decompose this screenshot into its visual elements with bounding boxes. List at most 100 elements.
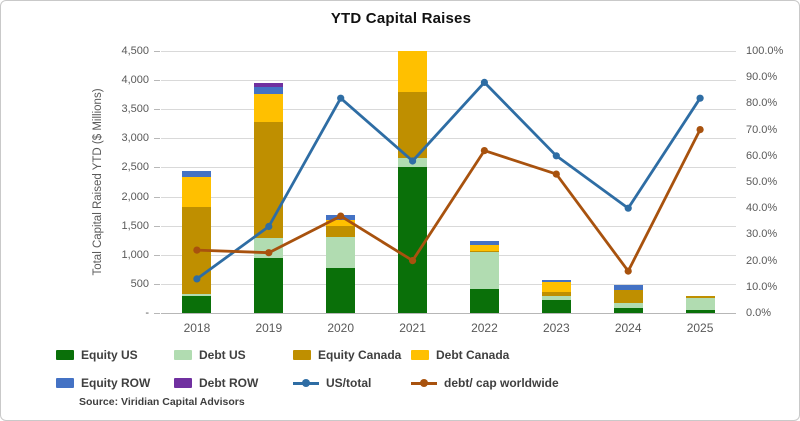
bar-segment-equity-us [326,268,356,313]
right-axis-tick-label: 80.0% [746,97,778,109]
left-axis-tick-label: 3,000 [121,132,149,144]
legend-item-debt-row: Debt ROW [174,376,258,390]
left-axis-tick-label: 4,000 [121,74,149,86]
legend-item-debt-canada: Debt Canada [411,348,509,362]
bar-segment-equity-canada [398,92,428,158]
bar-segment-debt-us [613,302,643,308]
legend-item-equity-row: Equity ROW [56,376,150,390]
left-axis-tick [154,197,160,198]
left-axis-tick [154,51,160,52]
bar-segment-equity-canada [469,250,499,253]
bar-segment-equity-us [613,307,643,313]
bar-segment-equity-us [541,299,571,313]
line-marker [337,212,345,220]
legend-line-sample [293,378,319,388]
line-marker [552,152,560,160]
bar-segment-equity-us [398,167,428,313]
left-axis-tick [154,167,160,168]
right-axis-tick-label: 50.0% [746,176,778,188]
line-marker [409,157,417,165]
bar-segment-debt-us [326,236,356,269]
left-axis-tick-label: 500 [130,278,149,290]
x-axis-category-label: 2025 [686,321,714,335]
line-marker [265,222,273,231]
x-axis-category-label: 2023 [542,321,570,335]
line-marker [624,204,632,212]
left-axis-title: Total Capital Raised YTD ($ Millions) [92,88,104,276]
left-axis-tick [154,226,160,227]
legend-label: debt/ cap worldwide [444,376,559,390]
gridline [161,167,736,168]
legend-swatch [174,378,192,388]
line-marker [624,267,632,275]
line-marker [337,94,345,102]
legend-item-debt-us: Debt US [174,348,246,362]
legend-label: US/total [326,376,372,390]
line-marker [696,94,704,102]
line-series-layer [193,78,704,283]
gridline [161,255,736,256]
x-axis-category-label: 2021 [399,321,426,335]
gridline [161,284,736,285]
bar-segment-debt-canada [254,94,284,123]
right-axis-tick-label: 20.0% [746,255,778,267]
x-axis-line [161,313,736,314]
left-axis-tick [154,313,160,314]
bar-segment-equity-us [182,295,212,313]
bar-segment-debt-us [469,252,499,290]
line-marker [696,126,704,134]
gridline [161,138,736,139]
x-axis-category-label: 2018 [183,321,211,335]
legend-item-equity-us: Equity US [56,348,138,362]
left-axis-tick-label: 3,500 [121,103,149,115]
right-axis-tick-label: 40.0% [746,202,778,214]
legend-label: Debt ROW [199,376,259,390]
source-note: Source: Viridian Capital Advisors [79,396,245,408]
gridline [161,197,736,198]
line-marker [480,147,488,155]
bar-segment-equity-row [613,285,643,291]
bar-segment-debt-canada [326,219,356,226]
bar-segment-debt-canada [469,245,499,251]
gridline [161,109,736,110]
line-marker [265,249,273,257]
line-marker [480,78,488,86]
left-axis-tick-label: 2,500 [121,161,149,173]
bar-segment-equity-us [254,257,284,313]
bar-segment-equity-canada [541,292,571,296]
bar-segment-equity-canada [613,290,643,303]
right-axis-tick-label: 60.0% [746,150,778,162]
line-marker [409,257,417,265]
legend-swatch [56,350,74,360]
right-axis-tick-label: 70.0% [746,124,778,136]
legend-item-debt-cap-worldwide: debt/ cap worldwide [411,376,559,390]
bar-segment-debt-us [685,298,715,311]
right-axis-tick-label: 10.0% [746,281,778,293]
bar-segment-debt-us [182,294,212,296]
bar-segment-equity-row [469,240,499,246]
x-axis-category-label: 2022 [471,321,498,335]
legend-label: Equity ROW [81,376,151,390]
x-axis-category-label: 2019 [255,321,283,335]
left-axis-tick-label: 2,000 [121,191,149,203]
left-axis-tick-label: 1,000 [121,249,149,261]
right-axis-tick-label: 30.0% [746,228,778,240]
chart-title: YTD Capital Raises [330,10,472,27]
bar-segment-debt-canada [182,176,212,208]
legend-item-us-total: US/total [293,376,371,390]
legend-swatch [293,350,311,360]
left-axis-tick-label: 4,500 [121,45,149,57]
left-axis-tick-label: - [145,307,149,319]
right-axis-tick-label: 90.0% [746,71,778,83]
line-us-total [196,80,702,281]
x-axis-category-label: 2020 [327,321,355,335]
line-marker [193,246,201,254]
legend-label: Debt Canada [436,348,510,362]
legend-item-equity-canada: Equity Canada [293,348,401,362]
bar-segment-equity-canada [685,295,715,299]
x-axis-category-label: 2024 [614,321,642,335]
legend-label: Equity US [81,348,138,362]
right-axis-tick-label: 100.0% [746,45,784,57]
bar-segment-equity-row [541,280,571,283]
